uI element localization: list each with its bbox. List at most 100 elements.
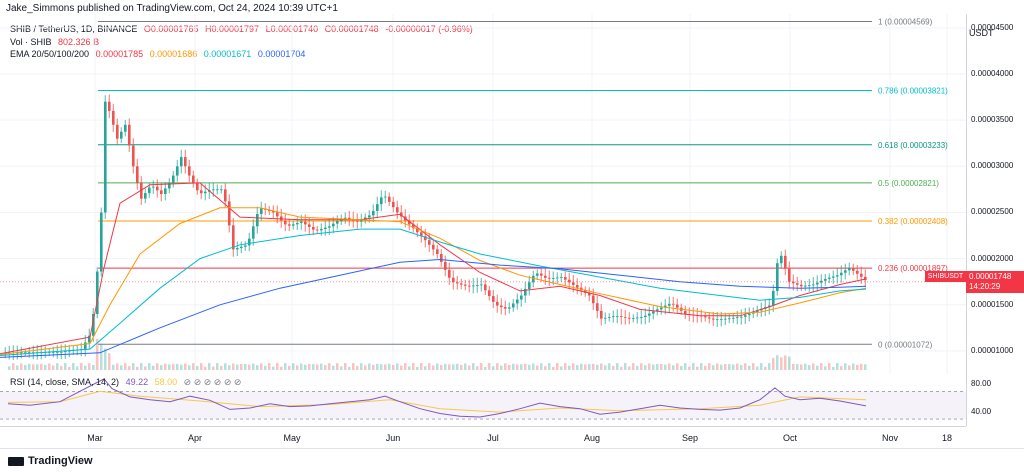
fib-label-2: 0.618 (0.00003233) [878, 141, 948, 150]
candle-body [148, 187, 151, 194]
candle-body [668, 303, 671, 306]
rsi-chart[interactable] [0, 374, 966, 426]
volume-bar [448, 364, 451, 370]
volume-bar [668, 363, 671, 370]
candle-body [192, 175, 195, 183]
candle-body [776, 263, 779, 291]
volume-bar [348, 366, 351, 370]
candle-body [608, 317, 611, 318]
candle-body [300, 221, 303, 224]
volume-bar [864, 364, 867, 370]
volume-bar [804, 363, 807, 370]
volume-bar [44, 364, 47, 370]
price-tick-label: 0.00002500 [971, 207, 1014, 217]
volume-bar [744, 363, 747, 370]
rsi-label: RSI (14, close, SMA, 14, 2) [10, 377, 120, 387]
rsi-line [7, 378, 867, 418]
volume-bar [128, 366, 131, 370]
volume-bar [644, 365, 647, 370]
candle-body [504, 307, 507, 309]
candle-body [64, 351, 67, 353]
volume-bar [512, 363, 515, 370]
volume-bar [708, 363, 711, 370]
candle-body [532, 275, 535, 283]
volume-bar [532, 363, 535, 370]
candle-body [320, 228, 323, 231]
candle-body [188, 166, 191, 176]
candle-body [304, 221, 307, 225]
candle-body [736, 317, 739, 319]
candle-body [92, 314, 95, 336]
volume-bar [852, 363, 855, 370]
volume-bar [308, 363, 311, 370]
volume-bar [484, 366, 487, 370]
candle-body [552, 278, 555, 279]
candle-body [160, 190, 163, 194]
volume-bar [16, 365, 19, 370]
time-tick-label: 18 [941, 433, 953, 443]
volume-bar [376, 363, 379, 370]
volume-bar [820, 363, 823, 370]
volume-bar [656, 364, 659, 370]
candle-body [132, 145, 135, 167]
candle-body [836, 275, 839, 277]
volume-bar [256, 365, 259, 370]
volume-bar [88, 363, 91, 370]
volume-bar [216, 363, 219, 370]
volume-bar [60, 366, 63, 370]
ema-line-2 [0, 228, 867, 356]
volume-bar [360, 363, 363, 370]
volume-bar [380, 364, 383, 370]
candle-body [280, 216, 283, 221]
time-tick-label: Sep [681, 433, 699, 443]
volume-bar [660, 364, 663, 370]
volume-bar [260, 363, 263, 370]
volume-bar [696, 366, 699, 370]
ema50-value: 0.00001686 [149, 49, 198, 59]
volume-bar [56, 363, 59, 370]
volume-bar [772, 358, 775, 370]
candle-body [508, 307, 511, 309]
volume-bar [392, 364, 395, 370]
volume-bar [620, 366, 623, 370]
price-chart[interactable]: 1 (0.00004569) 0.786 (0.00003821) 0.618 (0… [0, 14, 966, 374]
volume-bar [124, 363, 127, 370]
tradingview-logo: TradingView [8, 455, 93, 467]
candle-body [796, 283, 799, 285]
price-tick-label: 0.00001500 [971, 299, 1014, 309]
volume-bar [588, 364, 591, 370]
volume-bar [252, 363, 255, 370]
candle-body [344, 217, 347, 219]
price-axis[interactable]: USDT 0.00004500 0.00004000 0.00003500 0.000… [966, 14, 1024, 426]
candle-body [332, 223, 335, 227]
candle-body [600, 310, 603, 319]
volume-bar [188, 365, 191, 370]
candle-body [616, 316, 619, 318]
volume-bar [64, 363, 67, 370]
volume-bar [400, 365, 403, 370]
rsi-icons[interactable]: ⊘ ⊘ ⊘ ⊘ ⊘ ⊘ [183, 377, 242, 387]
price-tick-label: 0.00002000 [971, 253, 1014, 263]
volume-bar [812, 363, 815, 370]
volume-bar [352, 363, 355, 370]
volume-bar [100, 343, 103, 370]
volume-bar [284, 363, 287, 370]
candle-body [440, 254, 443, 262]
volume-bar [728, 364, 731, 370]
time-tick-label: Oct [782, 433, 798, 443]
volume-bar [776, 355, 779, 370]
fib-label-4: 0.382 (0.00002408) [878, 217, 948, 226]
candle-body [720, 319, 723, 320]
volume-bar [332, 365, 335, 370]
volume-bar [156, 363, 159, 370]
candle-body [364, 217, 367, 220]
time-axis[interactable]: Mar Apr May Jun Jul Aug Sep Oct Nov 18 [0, 426, 966, 448]
candle-body [424, 236, 427, 241]
volume-bar [716, 363, 719, 370]
ema20-value: 0.00001785 [95, 49, 144, 59]
volume-label: Vol · SHIB [10, 37, 52, 47]
volume-bar [140, 363, 143, 370]
candle-body [248, 238, 251, 246]
candle-body [716, 319, 719, 321]
volume-bar [32, 364, 35, 370]
